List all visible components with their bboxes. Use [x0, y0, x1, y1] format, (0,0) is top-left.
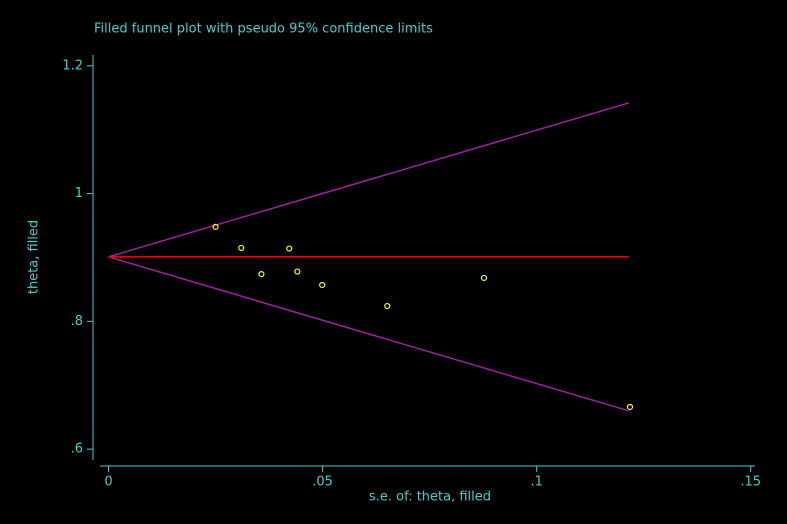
point — [294, 268, 301, 275]
x-tick-label: .1 — [530, 475, 542, 490]
point — [384, 302, 391, 310]
point — [258, 271, 265, 278]
chart-title: Filled funnel plot with pseudo 95% confi… — [94, 22, 433, 37]
y-tick-label: .6 — [71, 442, 83, 457]
y-axis-label: theta, filled — [27, 220, 42, 294]
y-tick-label: .8 — [71, 314, 83, 329]
y-tick-label: 1 — [75, 186, 83, 201]
x-tick-label: 0 — [104, 475, 112, 490]
point — [286, 245, 293, 252]
point — [480, 274, 488, 282]
line — [108, 256, 629, 412]
y-tick-label: 1.2 — [62, 58, 83, 73]
x-tick-label: .05 — [312, 475, 333, 490]
line — [108, 102, 629, 258]
point — [626, 403, 634, 411]
point — [212, 223, 219, 230]
x-tick-label: .15 — [740, 475, 761, 490]
x-axis-label: s.e. of: theta, filled — [369, 490, 491, 505]
point — [238, 244, 245, 252]
point — [319, 281, 326, 289]
